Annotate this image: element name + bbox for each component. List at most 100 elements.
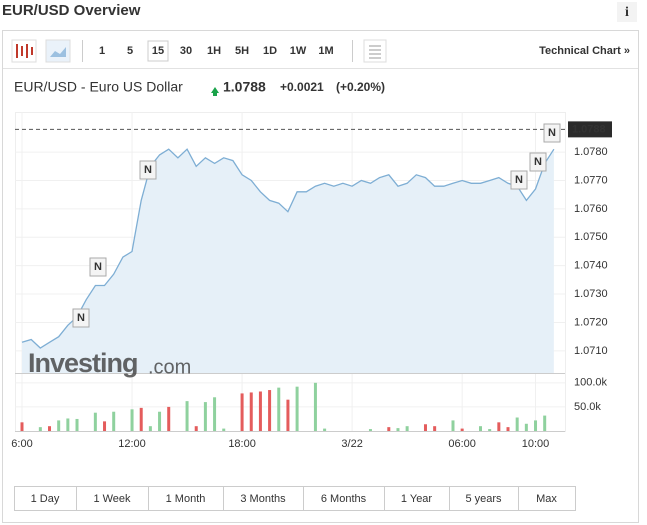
range-label[interactable]: 1 Year [401,493,433,505]
volume-bar [112,411,116,431]
range-button[interactable] [148,486,224,511]
volume-bar [368,429,372,431]
news-flag[interactable] [139,160,157,180]
news-flag-label[interactable]: N [94,261,102,273]
y-tick-label: 1.0740 [574,260,608,272]
x-tick-label: 12:00 [118,438,146,450]
volume-bar [497,422,501,431]
range-button[interactable] [223,486,304,511]
volume-bar [194,426,198,431]
volume-bar [506,427,510,431]
volume-bar [203,402,207,431]
interval-button[interactable]: 1 [99,45,105,57]
interval-button[interactable]: 1H [207,45,221,57]
news-flag[interactable] [89,257,107,277]
interval-button[interactable]: 5 [127,45,133,57]
candle-icon [16,44,33,58]
y-tick-label: 1.0780 [574,146,608,158]
volume-bar [534,420,538,431]
range-buttons: 1 Day 1 Week 1 Month 3 Months 6 Months 1 Year… [14,486,576,511]
news-flag-label[interactable]: N [534,156,542,168]
volume-bar [222,428,226,431]
volume-bar [158,411,162,431]
interval-button[interactable]: 1M [318,45,333,57]
range-label[interactable]: 5 years [465,493,502,505]
volume-bar [313,382,317,431]
y2-tick-label: 100.0k [574,377,608,389]
news-flag[interactable] [72,308,90,328]
watermark-suffix: .com [148,356,191,378]
x-tick-label: 3/22 [341,438,362,450]
volume-bar [66,418,70,431]
y-tick-label: 1.0720 [574,316,608,328]
volume-bar [240,393,244,431]
settings-button[interactable] [363,39,387,63]
interval-button[interactable]: 15 [152,45,164,57]
range-label[interactable]: 1 Month [166,493,206,505]
volume-bar [38,427,42,431]
settings-icon [369,45,381,59]
volume-bar [451,420,455,431]
volume-bar [57,420,61,431]
news-flag[interactable] [543,123,561,143]
news-flag[interactable] [510,170,528,190]
info-icon[interactable]: i [625,5,629,20]
volume-bar [167,406,171,431]
volume-bar [405,426,409,431]
news-flag-label[interactable]: N [515,174,523,186]
x-tick-label: 06:00 [448,438,476,450]
y-tick-label: 1.0750 [574,231,608,243]
volume-bar [48,426,52,431]
volume-bar [268,390,272,431]
volume-bar [479,426,482,431]
technical-chart-link[interactable]: Technical Chart » [539,45,630,57]
volume-bar [387,427,391,431]
volume-bar [213,397,217,431]
price-line [21,148,555,349]
range-button[interactable] [449,486,519,511]
last-value-label: 1.0788 [572,123,606,135]
volume-bar [396,428,400,431]
range-label[interactable]: 1 Day [31,493,60,505]
area-button[interactable] [45,39,71,63]
volume-bar [286,399,290,431]
range-button[interactable] [303,486,385,511]
range-button[interactable] [384,486,450,511]
interval-buttons: 1 5 15 30 1H 5H 1D 1W 1M [99,40,334,62]
interval-button[interactable]: 30 [180,45,192,57]
info-button[interactable] [617,2,637,22]
news-flag-label[interactable]: N [77,312,85,324]
range-label[interactable]: 3 Months [240,493,286,505]
price-change-pct: (+0.20%) [336,80,385,94]
range-label[interactable]: 6 Months [321,493,367,505]
range-button[interactable] [76,486,149,511]
watermark-brand: Investing [28,348,138,378]
news-flag[interactable] [529,152,547,172]
volume-bar [277,387,281,431]
news-flag-label[interactable]: N [144,164,152,176]
y-tick-label: 1.0710 [574,345,608,357]
range-label[interactable]: 1 Week [93,493,131,505]
volume-bar [543,415,547,431]
y-tick-label: 1.0770 [574,174,608,186]
y-tick-label: 1.0760 [574,203,608,215]
volume-bar [103,421,107,431]
chart: 1.0710 1.0720 1.0730 1.0740 1.0750 1.0760 1.07… [11,112,612,450]
interval-button[interactable]: 1D [263,45,277,57]
news-flag-label[interactable]: N [548,127,556,139]
x-tick-label: 6:00 [11,438,32,450]
volume-bar [488,429,492,431]
up-arrow [211,87,219,96]
volume-bar [524,423,528,431]
x-tick-label: 10:00 [522,438,550,450]
volume-bar [423,424,427,431]
range-button[interactable] [518,486,576,511]
volume-bar [139,407,143,431]
volume-bar [249,392,253,431]
range-label[interactable]: Max [536,493,557,505]
volume-bar [75,418,79,431]
interval-button[interactable]: 5H [235,45,249,57]
volume-bar [148,426,152,431]
volume-bar [185,401,189,431]
interval-button[interactable]: 1W [290,45,307,57]
